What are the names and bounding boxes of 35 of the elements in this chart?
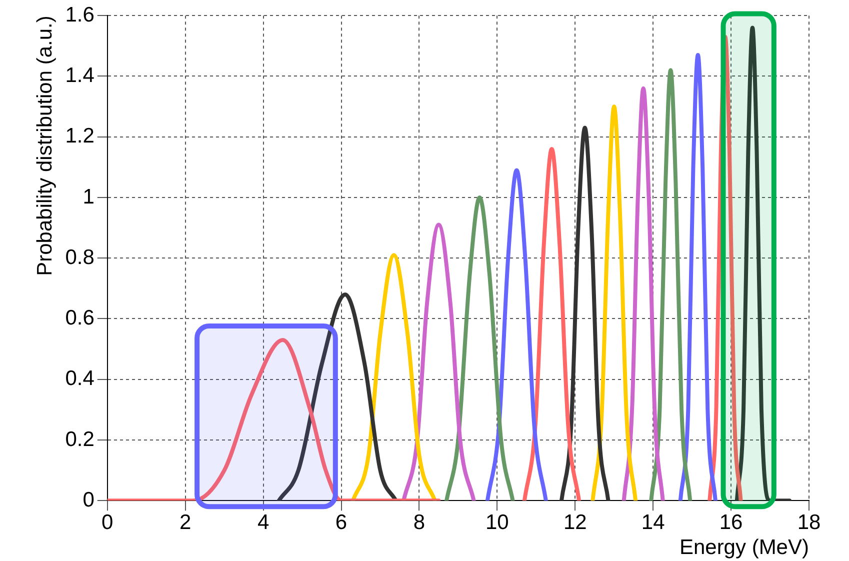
- y-tick-label: 0: [82, 488, 94, 512]
- line-series: [350, 253, 437, 501]
- y-tick-label: 1.4: [65, 64, 95, 88]
- x-tick-label: 8: [413, 510, 426, 534]
- x-axis-title: Energy (MeV): [679, 536, 809, 560]
- x-tick-label: 6: [335, 510, 348, 534]
- y-tick-label: 0.8: [65, 246, 94, 269]
- x-tick-label: 14: [641, 510, 666, 534]
- x-tick-label: 10: [485, 510, 509, 534]
- line-series: [734, 26, 792, 501]
- line-series: [276, 292, 398, 501]
- line-series: [590, 104, 638, 501]
- y-tick-label: 0.2: [65, 428, 94, 451]
- y-tick-label: 0.4: [65, 367, 95, 390]
- line-series: [678, 53, 718, 501]
- line-series: [444, 195, 515, 501]
- line-series: [485, 168, 548, 501]
- y-tick-label: 1.6: [65, 3, 94, 26]
- y-tick-label: 0.6: [65, 306, 94, 330]
- line-series: [649, 68, 692, 501]
- x-tick-label: 4: [257, 510, 270, 534]
- y-tick-label: 1: [82, 185, 94, 208]
- x-tick-label: 0: [102, 510, 114, 534]
- line-series: [107, 338, 441, 501]
- line-series: [622, 86, 665, 501]
- y-axis-title: Probability distribution (a.u.): [33, 16, 56, 276]
- line-series: [708, 34, 743, 501]
- line-series: [402, 222, 476, 501]
- x-tick-label: 2: [180, 510, 192, 534]
- x-tick-label: 16: [719, 510, 743, 534]
- line-series: [522, 146, 582, 501]
- line-series: [559, 126, 610, 501]
- x-tick-label: 18: [797, 510, 821, 534]
- x-tick-label: 12: [563, 510, 587, 534]
- y-tick-label: 1.2: [65, 124, 94, 148]
